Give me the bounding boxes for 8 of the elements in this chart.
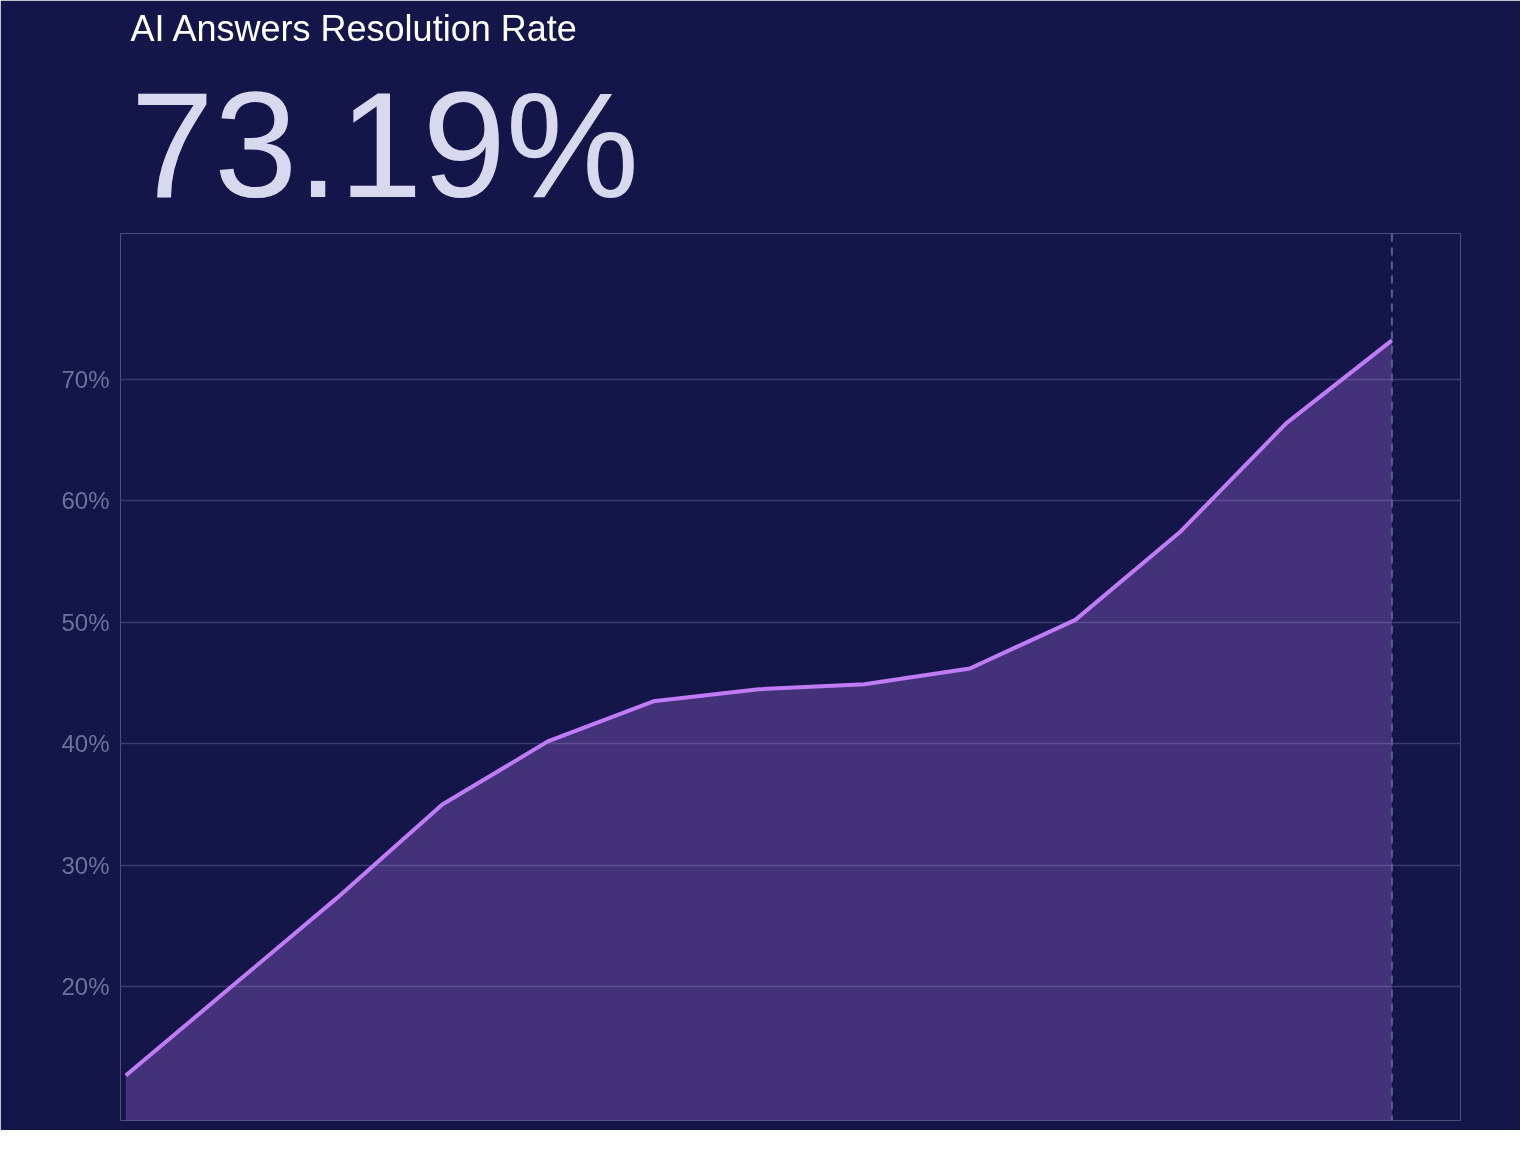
- chart-title: AI Answers Resolution Rate: [130, 7, 577, 49]
- y-tick-label: 70%: [61, 365, 110, 393]
- chart-subtitle: 73.19%: [130, 60, 640, 229]
- y-tick-label: 40%: [61, 730, 110, 758]
- y-tick-label: 20%: [61, 973, 110, 1001]
- y-tick-label: 30%: [61, 851, 110, 879]
- y-tick-label: 50%: [61, 608, 110, 636]
- y-tick-label: 60%: [61, 487, 110, 515]
